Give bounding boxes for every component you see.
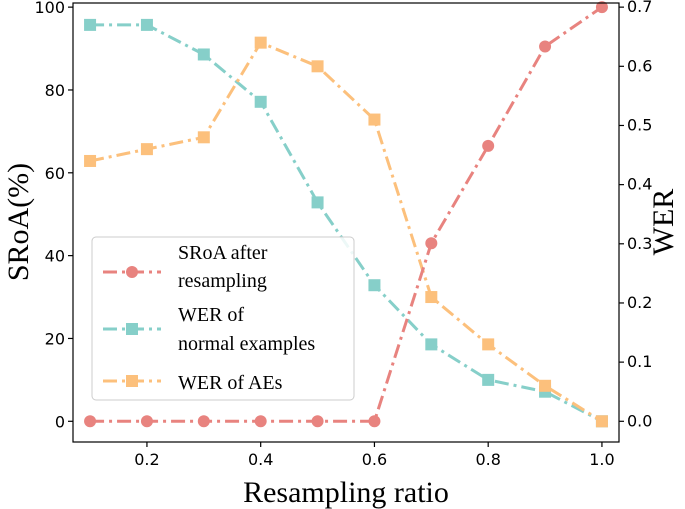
series-line-sroa-after-resampling [90,5,603,423]
legend-label-wer-of-normal-examples: WER of [178,304,244,326]
point-sroa-after-resampling [539,40,552,53]
legend-marker-wer-of-normal-examples [126,323,138,335]
point-sroa-after-resampling [368,415,381,428]
y-left-tick-label: 100 [34,0,65,17]
ticks-layer: 0.2 0.4 0.6 0.8 1.0 0 20 40 60 80 100 0.0 0.1 0.2 0.3 0… [34,0,652,469]
y-axis-left-title: SRoA(%) [2,163,35,281]
point-sroa-after-resampling [140,415,153,428]
point-wer-of-aes [311,60,324,73]
x-tick-label: 1.0 [589,450,614,469]
point-wer-of-aes [140,143,153,156]
point-wer-of-normal-examples [425,338,438,351]
legend-marker-wer-of-aes [126,375,138,387]
point-sroa-after-resampling [254,415,267,428]
legend-marker-sroa-after-resampling [126,266,138,278]
point-wer-of-normal-examples [197,48,210,61]
x-tick-label: 0.8 [475,450,500,469]
point-wer-of-aes [425,291,438,304]
series-layer [84,1,608,428]
y-right-tick-label: 0.6 [627,56,652,75]
point-wer-of-aes [368,113,381,126]
y-right-tick-label: 0.5 [627,115,652,134]
y-right-tick-label: 0.4 [627,175,652,194]
y-left-tick-label: 0 [55,412,65,431]
point-wer-of-normal-examples [84,18,97,31]
legend-label-sroa-after-resampling: SRoA after [178,242,268,264]
x-tick-label: 0.6 [362,450,387,469]
y-left-tick-label: 60 [45,164,65,183]
point-sroa-after-resampling [84,415,97,428]
legend: SRoA after resampling WER of normal example… [91,236,355,401]
point-sroa-after-resampling [425,237,438,250]
x-tick-label: 0.2 [134,450,159,469]
point-sroa-after-resampling [311,415,324,428]
point-wer-of-normal-examples [482,373,495,386]
y-left-tick-label: 20 [45,329,65,348]
legend-label-wer-of-normal-examples: normal examples [178,333,315,355]
point-wer-of-aes [539,379,552,392]
point-wer-of-aes [84,154,97,167]
y-left-tick-label: 80 [45,81,65,100]
point-wer-of-aes [197,131,210,144]
point-wer-of-normal-examples [368,279,381,292]
legend-label-wer-of-aes: WER of AEs [178,372,283,394]
y-right-tick-label: 0.3 [627,234,652,253]
plot-frame [72,2,620,443]
point-sroa-after-resampling [197,415,210,428]
y-right-tick-label: 0.7 [627,0,652,16]
x-tick-label: 0.4 [248,450,273,469]
point-wer-of-normal-examples [254,95,267,108]
y-right-tick-label: 0.2 [627,293,652,312]
legend-box [91,236,355,401]
y-right-tick-label: 0.0 [627,411,652,430]
point-wer-of-aes [595,415,608,428]
y-axis-right-title: WER [647,189,680,256]
x-axis-title: Resampling ratio [243,476,449,509]
legend-label-sroa-after-resampling: resampling [178,270,267,292]
point-wer-of-normal-examples [311,196,324,209]
y-right-tick-label: 0.1 [627,352,652,371]
point-sroa-after-resampling [595,1,608,14]
y-left-tick-label: 40 [45,247,65,266]
series-line-wer-of-aes [89,41,603,423]
point-sroa-after-resampling [482,139,495,152]
point-wer-of-aes [254,36,267,49]
point-wer-of-normal-examples [140,18,153,31]
point-wer-of-aes [482,338,495,351]
